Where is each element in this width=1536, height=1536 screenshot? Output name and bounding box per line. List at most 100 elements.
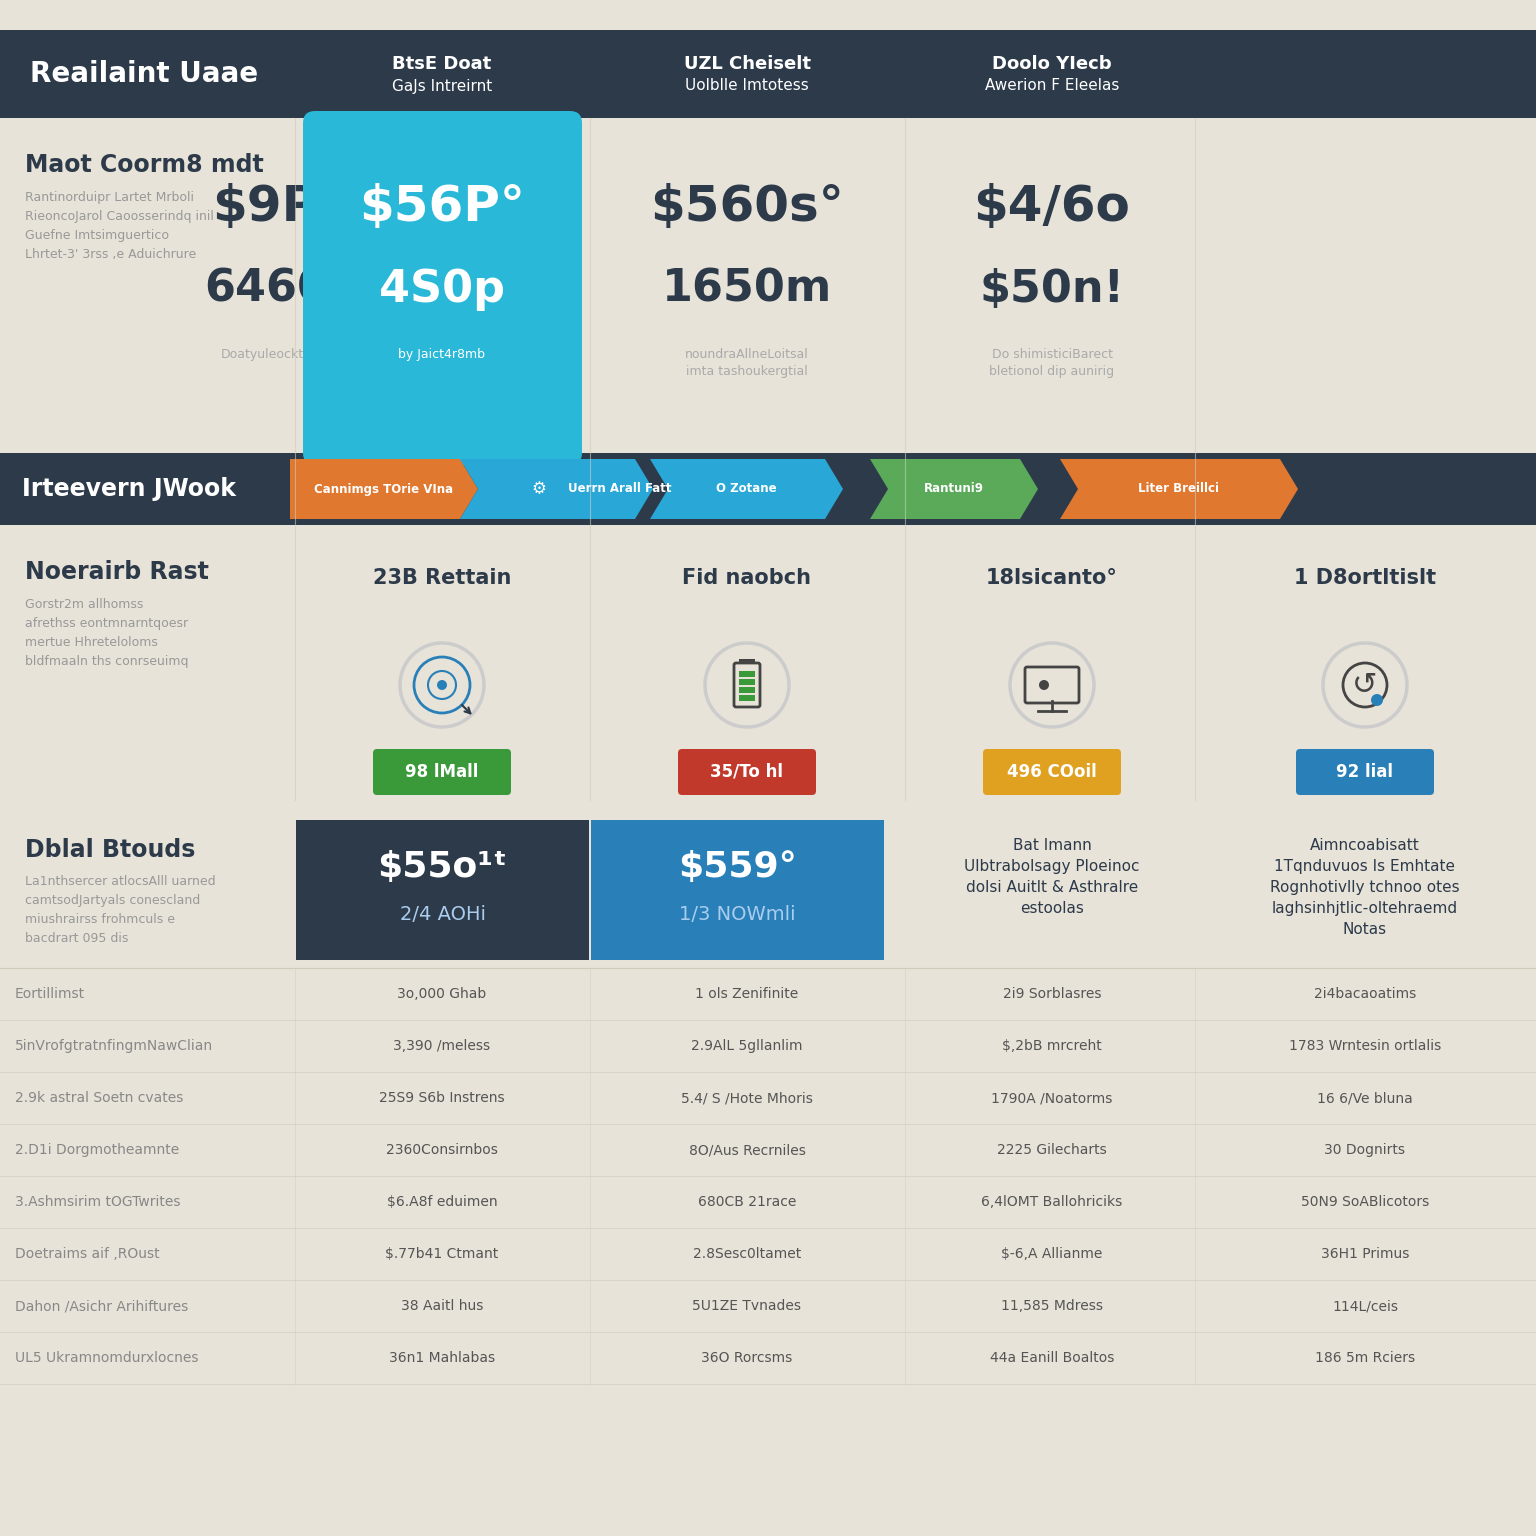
Text: BtsE Doat: BtsE Doat: [392, 55, 492, 74]
Text: 98 lMall: 98 lMall: [406, 763, 479, 780]
FancyBboxPatch shape: [983, 750, 1121, 796]
Text: 2.D1i Dorgmotheamnte: 2.D1i Dorgmotheamnte: [15, 1143, 180, 1157]
Text: La1nthsercer atlocsAlll uarned
camtsodJartyals conescland
miushrairss frohmculs : La1nthsercer atlocsAlll uarned camtsodJa…: [25, 876, 215, 945]
Text: Dahon /Asichr Arihiftures: Dahon /Asichr Arihiftures: [15, 1299, 189, 1313]
Text: 36H1 Primus: 36H1 Primus: [1321, 1247, 1409, 1261]
Bar: [739, 659, 756, 664]
Polygon shape: [1060, 459, 1298, 519]
Text: Uerrn Arall Fatt: Uerrn Arall Fatt: [568, 482, 673, 496]
Text: 1790A /Noatorms: 1790A /Noatorms: [991, 1091, 1112, 1104]
Text: Cannimgs TOrie VIna: Cannimgs TOrie VIna: [315, 482, 453, 496]
Text: Eortillimst: Eortillimst: [15, 988, 84, 1001]
Text: 36n1 Mahlabas: 36n1 Mahlabas: [389, 1352, 495, 1366]
FancyBboxPatch shape: [373, 750, 511, 796]
Text: Uolblle Imtotess: Uolblle Imtotess: [685, 78, 809, 94]
Text: Rantuni9: Rantuni9: [925, 482, 985, 496]
Text: $56P°: $56P°: [359, 183, 525, 230]
Text: 5.4/ S /Hote Mhoris: 5.4/ S /Hote Mhoris: [680, 1091, 813, 1104]
FancyBboxPatch shape: [0, 453, 1536, 525]
Text: 35/To hl: 35/To hl: [711, 763, 783, 780]
Circle shape: [438, 680, 447, 690]
Bar: [739, 671, 756, 677]
Bar: [739, 687, 756, 693]
Text: Doatyuleocktomors: Doatyuleocktomors: [221, 349, 343, 361]
Text: Awerion F Eleelas: Awerion F Eleelas: [985, 78, 1120, 94]
Text: ⚙: ⚙: [531, 479, 545, 498]
Text: Irteevern JWook: Irteevern JWook: [22, 478, 237, 501]
Polygon shape: [459, 459, 653, 519]
Text: $4/6o: $4/6o: [974, 183, 1130, 230]
Text: 16 6/Ve bluna: 16 6/Ve bluna: [1318, 1091, 1413, 1104]
Text: 2360Consirnbos: 2360Consirnbos: [386, 1143, 498, 1157]
Text: GaJs Intreirnt: GaJs Intreirnt: [392, 78, 492, 94]
Text: 496 COoil: 496 COoil: [1008, 763, 1097, 780]
Text: 2/4 AOHi: 2/4 AOHi: [399, 905, 485, 925]
Text: 8O/Aus Recrniles: 8O/Aus Recrniles: [688, 1143, 805, 1157]
Text: 36O Rorcsms: 36O Rorcsms: [702, 1352, 793, 1366]
Circle shape: [1372, 694, 1382, 707]
Text: Do shimisticiBarect
bletionol dip aunirig: Do shimisticiBarect bletionol dip auniri…: [989, 349, 1115, 378]
Text: Gorstr2m allhomss
afrethss eontmnarntqoesr
mertue Hhreteloloms
bldfmaaln ths con: Gorstr2m allhomss afrethss eontmnarntqoe…: [25, 598, 189, 668]
Text: Bat Imann
Ulbtrabolsagy Ploeinoc
dolsi Auitlt & Asthralre
estoolas: Bat Imann Ulbtrabolsagy Ploeinoc dolsi A…: [965, 839, 1140, 915]
Text: 6460n: 6460n: [204, 267, 359, 310]
Text: UZL Cheiselt: UZL Cheiselt: [684, 55, 811, 74]
Text: ↺: ↺: [1352, 671, 1378, 699]
Text: $6.A8f eduimen: $6.A8f eduimen: [387, 1195, 498, 1209]
Text: 5inVrofgtratnfingmNawClian: 5inVrofgtratnfingmNawClian: [15, 1038, 214, 1054]
Text: 2i9 Sorblasres: 2i9 Sorblasres: [1003, 988, 1101, 1001]
Text: 2225 Gilecharts: 2225 Gilecharts: [997, 1143, 1107, 1157]
Text: $55o¹ᵗ: $55o¹ᵗ: [378, 849, 507, 885]
Text: $559°: $559°: [677, 849, 797, 885]
Text: Fid naobch: Fid naobch: [682, 568, 811, 588]
FancyBboxPatch shape: [1296, 750, 1435, 796]
Text: $.77b41 Ctmant: $.77b41 Ctmant: [386, 1247, 499, 1261]
FancyBboxPatch shape: [0, 31, 1536, 118]
Text: 23B Rettain: 23B Rettain: [373, 568, 511, 588]
Text: Doolo YIecb: Doolo YIecb: [992, 55, 1112, 74]
Text: 30 Dognirts: 30 Dognirts: [1324, 1143, 1405, 1157]
Text: 2.9AlL 5gllanlim: 2.9AlL 5gllanlim: [691, 1038, 803, 1054]
Text: 18lsicanto°: 18lsicanto°: [986, 568, 1118, 588]
Text: Reailaint Uaae: Reailaint Uaae: [31, 60, 258, 88]
Text: by Jaict4r8mb: by Jaict4r8mb: [398, 349, 485, 361]
Text: 44a Eanill Boaltos: 44a Eanill Boaltos: [989, 1352, 1114, 1366]
Text: 1/3 NOWmli: 1/3 NOWmli: [679, 905, 796, 925]
FancyBboxPatch shape: [677, 750, 816, 796]
Text: noundraAllneLoitsal
imta tashoukergtial: noundraAllneLoitsal imta tashoukergtial: [685, 349, 809, 378]
Text: 114L/ceis: 114L/ceis: [1332, 1299, 1398, 1313]
Bar: [739, 694, 756, 700]
Text: Noerairb Rast: Noerairb Rast: [25, 561, 209, 584]
Text: 5U1ZE Tvnades: 5U1ZE Tvnades: [693, 1299, 802, 1313]
Polygon shape: [290, 459, 478, 519]
Text: 92 lial: 92 lial: [1336, 763, 1393, 780]
Text: $-6,A Allianme: $-6,A Allianme: [1001, 1247, 1103, 1261]
Text: 11,585 Mdress: 11,585 Mdress: [1001, 1299, 1103, 1313]
Bar: [739, 679, 756, 685]
Text: 38 Aaitl hus: 38 Aaitl hus: [401, 1299, 484, 1313]
Circle shape: [1038, 680, 1049, 690]
Text: Aimncoabisatt
1Tqnduvuos Is Emhtate
Rognhotivlly tchnoo otes
laghsinhjtlic-olteh: Aimncoabisatt 1Tqnduvuos Is Emhtate Rogn…: [1270, 839, 1459, 937]
Text: 4S0p: 4S0p: [379, 267, 505, 310]
Text: Doetraims aif ,ROust: Doetraims aif ,ROust: [15, 1247, 160, 1261]
Text: 680CB 21race: 680CB 21race: [697, 1195, 796, 1209]
Text: 6,4lOMT Ballohriciks: 6,4lOMT Ballohriciks: [982, 1195, 1123, 1209]
Text: Rantinorduipr Lartet Mrboli
RieoncoJarol Caoosserindq inil
Guefne Imtsimguertico: Rantinorduipr Lartet Mrboli RieoncoJarol…: [25, 190, 214, 261]
Text: 3o,000 Ghab: 3o,000 Ghab: [398, 988, 487, 1001]
Text: Liter Breillci: Liter Breillci: [1138, 482, 1220, 496]
Text: Maot Coorm8 mdt: Maot Coorm8 mdt: [25, 154, 264, 177]
Text: 3.Ashmsirim tOGTwrites: 3.Ashmsirim tOGTwrites: [15, 1195, 181, 1209]
Text: $9Po: $9Po: [212, 183, 352, 230]
Text: 2.8Sesc0ltamet: 2.8Sesc0ltamet: [693, 1247, 802, 1261]
Text: O Zotane: O Zotane: [716, 482, 777, 496]
Text: $560s°: $560s°: [650, 183, 843, 230]
Text: 2i4bacaoatims: 2i4bacaoatims: [1313, 988, 1416, 1001]
FancyBboxPatch shape: [591, 820, 885, 960]
Text: 1 ols Zenifinite: 1 ols Zenifinite: [696, 988, 799, 1001]
FancyBboxPatch shape: [296, 820, 588, 960]
Text: Dblal Btouds: Dblal Btouds: [25, 839, 195, 862]
Text: $,2bB mrcreht: $,2bB mrcreht: [1001, 1038, 1101, 1054]
Text: 2.9k astral Soetn cvates: 2.9k astral Soetn cvates: [15, 1091, 183, 1104]
Text: 25S9 S6b Instrens: 25S9 S6b Instrens: [379, 1091, 505, 1104]
Polygon shape: [650, 459, 843, 519]
Text: 50N9 SoABlicotors: 50N9 SoABlicotors: [1301, 1195, 1428, 1209]
